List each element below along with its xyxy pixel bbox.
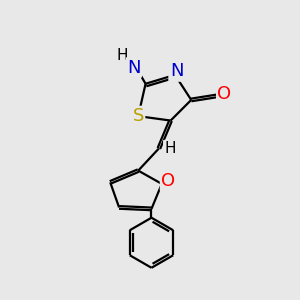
Text: S: S: [133, 107, 144, 125]
Text: O: O: [161, 172, 175, 190]
Text: H: H: [164, 141, 176, 156]
Text: N: N: [127, 58, 141, 76]
Text: H: H: [116, 48, 128, 63]
Text: N: N: [170, 62, 183, 80]
Text: O: O: [218, 85, 232, 103]
